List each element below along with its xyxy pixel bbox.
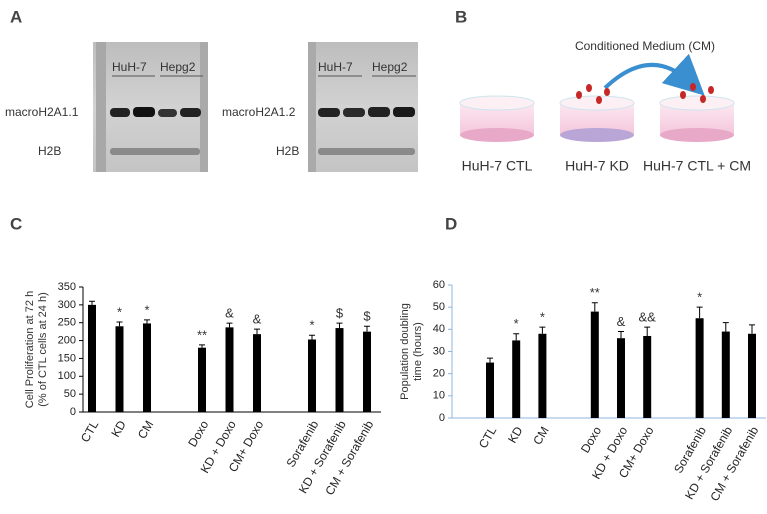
arrow-label: Conditioned Medium (CM) xyxy=(575,39,715,53)
bar xyxy=(617,338,625,418)
significance: & xyxy=(617,314,626,329)
significance: * xyxy=(117,304,122,319)
error-bar xyxy=(618,331,624,339)
dishes xyxy=(459,83,735,142)
significance: * xyxy=(144,302,149,317)
error-bar xyxy=(539,326,546,334)
error-bar xyxy=(364,325,370,332)
band-label: macroH2A1.2 xyxy=(222,105,296,119)
y-tick-label: 30 xyxy=(433,345,445,357)
y-tick-label: 350 xyxy=(58,281,76,293)
error-bar xyxy=(696,306,703,319)
y-tick-label: 10 xyxy=(433,390,445,402)
significance: $ xyxy=(336,306,344,321)
panel-letter: A xyxy=(10,7,22,26)
significance: & xyxy=(225,306,234,321)
y-axis-label: Population doubling xyxy=(399,303,411,400)
y-axis-label: (% of CTL cells at 24 h) xyxy=(37,292,49,407)
error-bar xyxy=(749,324,755,334)
error-bar xyxy=(144,319,150,324)
x-tick-label: CM xyxy=(135,418,156,441)
x-tick-label: KD xyxy=(505,424,526,446)
y-tick-label: 100 xyxy=(58,370,76,382)
bar xyxy=(486,362,494,418)
error-bar xyxy=(199,344,205,348)
error-bar xyxy=(336,322,343,329)
error-bar xyxy=(226,322,233,328)
x-tick-label: CM xyxy=(530,424,551,447)
significance: ** xyxy=(197,327,207,342)
error-bar xyxy=(487,357,493,363)
band-label: H2B xyxy=(276,144,299,158)
group-label: Hepg2 xyxy=(160,60,196,74)
bar xyxy=(643,335,652,418)
y-tick-label: 200 xyxy=(58,334,76,346)
y-axis-label: Cell Proliferation at 72 h xyxy=(24,291,36,408)
bar xyxy=(695,318,704,418)
group-label: HuH-7 xyxy=(112,60,147,74)
significance: && xyxy=(639,310,657,325)
y-tick-label: 250 xyxy=(58,317,76,329)
error-bar xyxy=(591,302,598,312)
bar xyxy=(88,304,96,412)
arrow xyxy=(603,53,705,96)
error-bar xyxy=(309,334,315,340)
bar xyxy=(198,347,206,412)
bar xyxy=(308,339,316,412)
bar xyxy=(721,331,730,418)
bar xyxy=(512,340,521,418)
group-label: HuH-7 xyxy=(318,60,353,74)
band-label: H2B xyxy=(38,144,61,158)
panel-letter: B xyxy=(455,7,467,26)
y-tick-label: 60 xyxy=(433,279,445,291)
x-tick-label: KD xyxy=(108,418,129,440)
bar xyxy=(363,331,371,412)
significance: ** xyxy=(590,285,600,300)
error-bar xyxy=(513,333,520,341)
x-tick-label: CTL xyxy=(476,424,500,451)
panel-letter: C xyxy=(10,214,22,233)
error-bar xyxy=(644,326,651,336)
band-label: macroH2A1.1 xyxy=(5,105,79,119)
significance: $ xyxy=(363,309,371,324)
panel-letter: D xyxy=(445,214,457,233)
y-tick-label: 0 xyxy=(439,412,445,424)
y-tick-label: 50 xyxy=(433,301,445,313)
error-bar xyxy=(116,321,123,327)
dish-label: HuH-7 CTL xyxy=(462,158,533,174)
bar xyxy=(538,333,547,418)
error-bar xyxy=(722,322,729,332)
dish-label: HuH-7 CTL + CM xyxy=(643,158,751,174)
error-bar xyxy=(89,300,95,305)
bar xyxy=(115,326,124,412)
significance: & xyxy=(253,312,262,327)
significance: * xyxy=(697,290,702,305)
blot-1 xyxy=(93,42,208,172)
x-tick-label: Doxo xyxy=(185,418,211,450)
bar xyxy=(143,323,151,412)
group-label: Hepg2 xyxy=(372,60,408,74)
significance: * xyxy=(540,310,545,325)
bar xyxy=(253,334,261,412)
dish-label: HuH-7 KD xyxy=(565,158,629,174)
bar xyxy=(225,327,234,412)
bar xyxy=(335,328,344,412)
bar xyxy=(748,333,756,418)
error-bar xyxy=(254,328,260,335)
x-tick-label: Doxo xyxy=(578,424,604,456)
y-tick-label: 300 xyxy=(58,299,76,311)
significance: * xyxy=(309,318,314,333)
y-tick-label: 150 xyxy=(58,352,76,364)
y-tick-label: 0 xyxy=(70,406,76,418)
y-tick-label: 40 xyxy=(433,323,445,335)
bar xyxy=(590,311,599,418)
significance: * xyxy=(514,316,519,331)
y-tick-label: 50 xyxy=(64,388,76,400)
blot-2 xyxy=(308,42,418,172)
x-tick-label: CTL xyxy=(78,418,102,445)
y-tick-label: 20 xyxy=(433,368,445,380)
y-axis-label: time (hours) xyxy=(412,322,424,381)
